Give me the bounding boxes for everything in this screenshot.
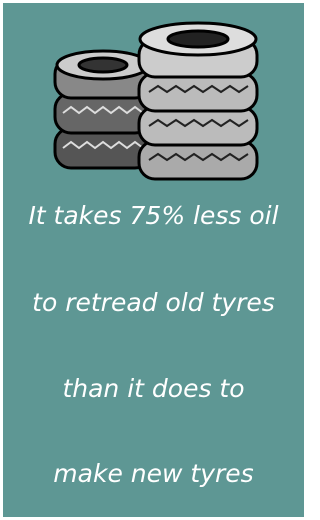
message-line: than it does to	[3, 374, 304, 403]
message-line: It takes 75% less oil	[3, 201, 304, 230]
tyres-illustration	[3, 3, 304, 188]
poster: It takes 75% less oil to retread old tyr…	[3, 3, 304, 517]
page: It takes 75% less oil to retread old tyr…	[0, 0, 307, 520]
message-line: make new tyres	[3, 459, 304, 488]
message-line: to retread old tyres	[3, 288, 304, 317]
